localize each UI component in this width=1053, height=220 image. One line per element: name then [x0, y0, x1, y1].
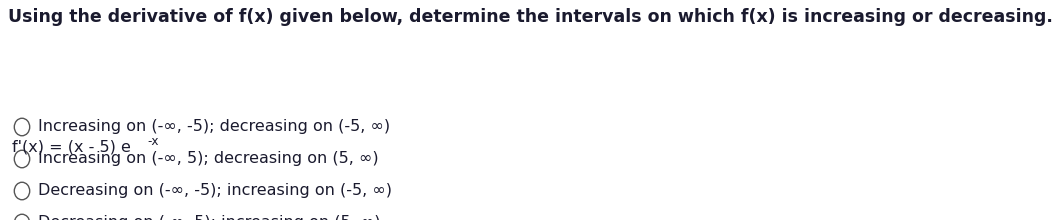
Text: Decreasing on (-∞, 5); increasing on (5, ∞): Decreasing on (-∞, 5); increasing on (5,…: [38, 216, 380, 220]
Text: -x: -x: [147, 135, 159, 148]
Text: f'(x) = (x - 5) e: f'(x) = (x - 5) e: [12, 140, 131, 155]
Text: Increasing on (-∞, 5); decreasing on (5, ∞): Increasing on (-∞, 5); decreasing on (5,…: [38, 152, 379, 167]
Text: Decreasing on (-∞, -5); increasing on (-5, ∞): Decreasing on (-∞, -5); increasing on (-…: [38, 183, 392, 198]
Text: Using the derivative of f(x) given below, determine the intervals on which f(x) : Using the derivative of f(x) given below…: [8, 8, 1053, 26]
Text: Increasing on (-∞, -5); decreasing on (-5, ∞): Increasing on (-∞, -5); decreasing on (-…: [38, 119, 390, 134]
